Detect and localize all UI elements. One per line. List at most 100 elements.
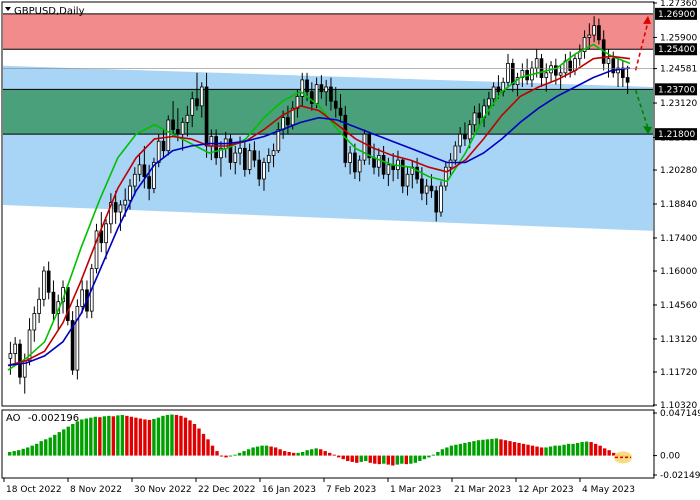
time-tick-label: 22 Dec 2022 bbox=[198, 485, 256, 495]
candle-body bbox=[271, 150, 276, 156]
price-tick-label: 1.23120 bbox=[660, 99, 697, 109]
ao-bar bbox=[89, 417, 93, 456]
candle-body bbox=[156, 140, 161, 163]
candle bbox=[453, 141, 458, 165]
time-tick-label: 16 Jan 2023 bbox=[262, 485, 316, 495]
ao-bar bbox=[445, 447, 449, 456]
level-label-text: 1.21800 bbox=[658, 130, 695, 140]
ao-bar bbox=[255, 446, 260, 456]
price-axis: 1.273601.259001.245811.231201.216601.202… bbox=[653, 0, 697, 411]
candle bbox=[271, 143, 276, 168]
candle bbox=[510, 58, 515, 92]
price-tick-label: 1.10320 bbox=[660, 401, 697, 411]
candle-body bbox=[152, 162, 156, 189]
ao-bar bbox=[454, 444, 458, 456]
ao-bar bbox=[467, 442, 472, 456]
ao-bar bbox=[30, 445, 34, 456]
candle-body bbox=[463, 133, 467, 140]
price-tick-label: 1.16000 bbox=[660, 267, 697, 277]
chart-title: GBPUSD,Daily bbox=[14, 6, 85, 17]
candle-body bbox=[439, 185, 443, 213]
ao-bar bbox=[364, 455, 368, 462]
ao-bar bbox=[233, 454, 237, 456]
ao-panel-frame bbox=[1, 409, 655, 479]
candle bbox=[597, 18, 601, 45]
ao-bar bbox=[611, 452, 616, 456]
candle bbox=[348, 145, 352, 175]
ao-bar bbox=[413, 455, 418, 463]
ao-bar bbox=[359, 455, 363, 462]
candle-body bbox=[147, 176, 151, 189]
candle-body bbox=[37, 298, 41, 314]
candle-body bbox=[137, 164, 142, 175]
level-labels: 1.26900 1.25400 1.23700 1.21800 bbox=[655, 7, 697, 141]
candle-body bbox=[314, 84, 319, 104]
candle bbox=[501, 77, 506, 97]
ao-bar bbox=[593, 443, 598, 456]
candle bbox=[37, 287, 41, 323]
ao-bar bbox=[291, 452, 296, 456]
candle bbox=[625, 65, 630, 95]
candle-body bbox=[8, 353, 13, 359]
candle bbox=[592, 16, 596, 43]
ao-bar bbox=[607, 450, 611, 456]
ao-bar bbox=[476, 440, 481, 456]
candle bbox=[46, 261, 51, 300]
ao-tick-label: -0.021497 bbox=[660, 471, 700, 481]
level-label-bg bbox=[655, 83, 697, 96]
ao-histogram bbox=[8, 414, 632, 466]
ao-bar bbox=[319, 449, 323, 456]
resistance-zone bbox=[3, 13, 653, 50]
candle-body bbox=[199, 86, 204, 107]
candle bbox=[166, 115, 171, 156]
ao-bar bbox=[8, 451, 12, 456]
ao-bar bbox=[539, 447, 544, 456]
ao-bar bbox=[548, 446, 553, 456]
chevron-down-icon[interactable] bbox=[5, 7, 11, 11]
candle-body bbox=[424, 185, 429, 194]
ao-bar bbox=[237, 452, 242, 456]
ao-bar bbox=[494, 438, 499, 456]
ma-line-green bbox=[7, 43, 631, 371]
candle-body bbox=[539, 58, 544, 78]
ao-bar bbox=[400, 455, 404, 464]
candle-body bbox=[348, 152, 352, 163]
ao-bar bbox=[116, 415, 120, 456]
ao-bar bbox=[210, 445, 215, 456]
level-label: 1.21800 bbox=[655, 128, 697, 141]
candle bbox=[357, 155, 362, 182]
candle-body bbox=[534, 58, 539, 69]
candle bbox=[32, 306, 37, 342]
candle-body bbox=[357, 159, 362, 173]
candle bbox=[65, 285, 70, 326]
ao-bar bbox=[125, 415, 129, 456]
time-tick-label: 1 Mar 2023 bbox=[390, 485, 441, 495]
candle-body bbox=[70, 320, 75, 371]
candle-body bbox=[142, 164, 147, 178]
candle-body bbox=[501, 81, 506, 93]
candle-body bbox=[625, 77, 630, 83]
candle bbox=[587, 23, 592, 50]
candle-body bbox=[104, 223, 108, 244]
candle-body bbox=[333, 100, 338, 109]
candle bbox=[353, 143, 357, 179]
ao-bar bbox=[526, 444, 530, 456]
candle-body bbox=[587, 34, 592, 38]
candle-body bbox=[32, 313, 37, 331]
candle bbox=[458, 127, 462, 154]
ma-line-red bbox=[7, 55, 631, 367]
candle bbox=[362, 129, 367, 165]
ao-bar bbox=[314, 448, 318, 456]
ao-bar bbox=[174, 414, 179, 456]
candle-body bbox=[266, 155, 271, 163]
candle-body bbox=[176, 129, 180, 135]
candle-body bbox=[247, 150, 252, 170]
chart-title-group[interactable]: GBPUSD,Daily bbox=[5, 6, 85, 17]
ao-bar bbox=[377, 455, 381, 465]
ao-bar bbox=[418, 455, 422, 462]
ao-bar bbox=[512, 442, 517, 456]
candle-body bbox=[238, 147, 242, 154]
ao-bar bbox=[48, 437, 52, 456]
ao-bar bbox=[328, 452, 332, 456]
ao-bar bbox=[44, 439, 48, 456]
